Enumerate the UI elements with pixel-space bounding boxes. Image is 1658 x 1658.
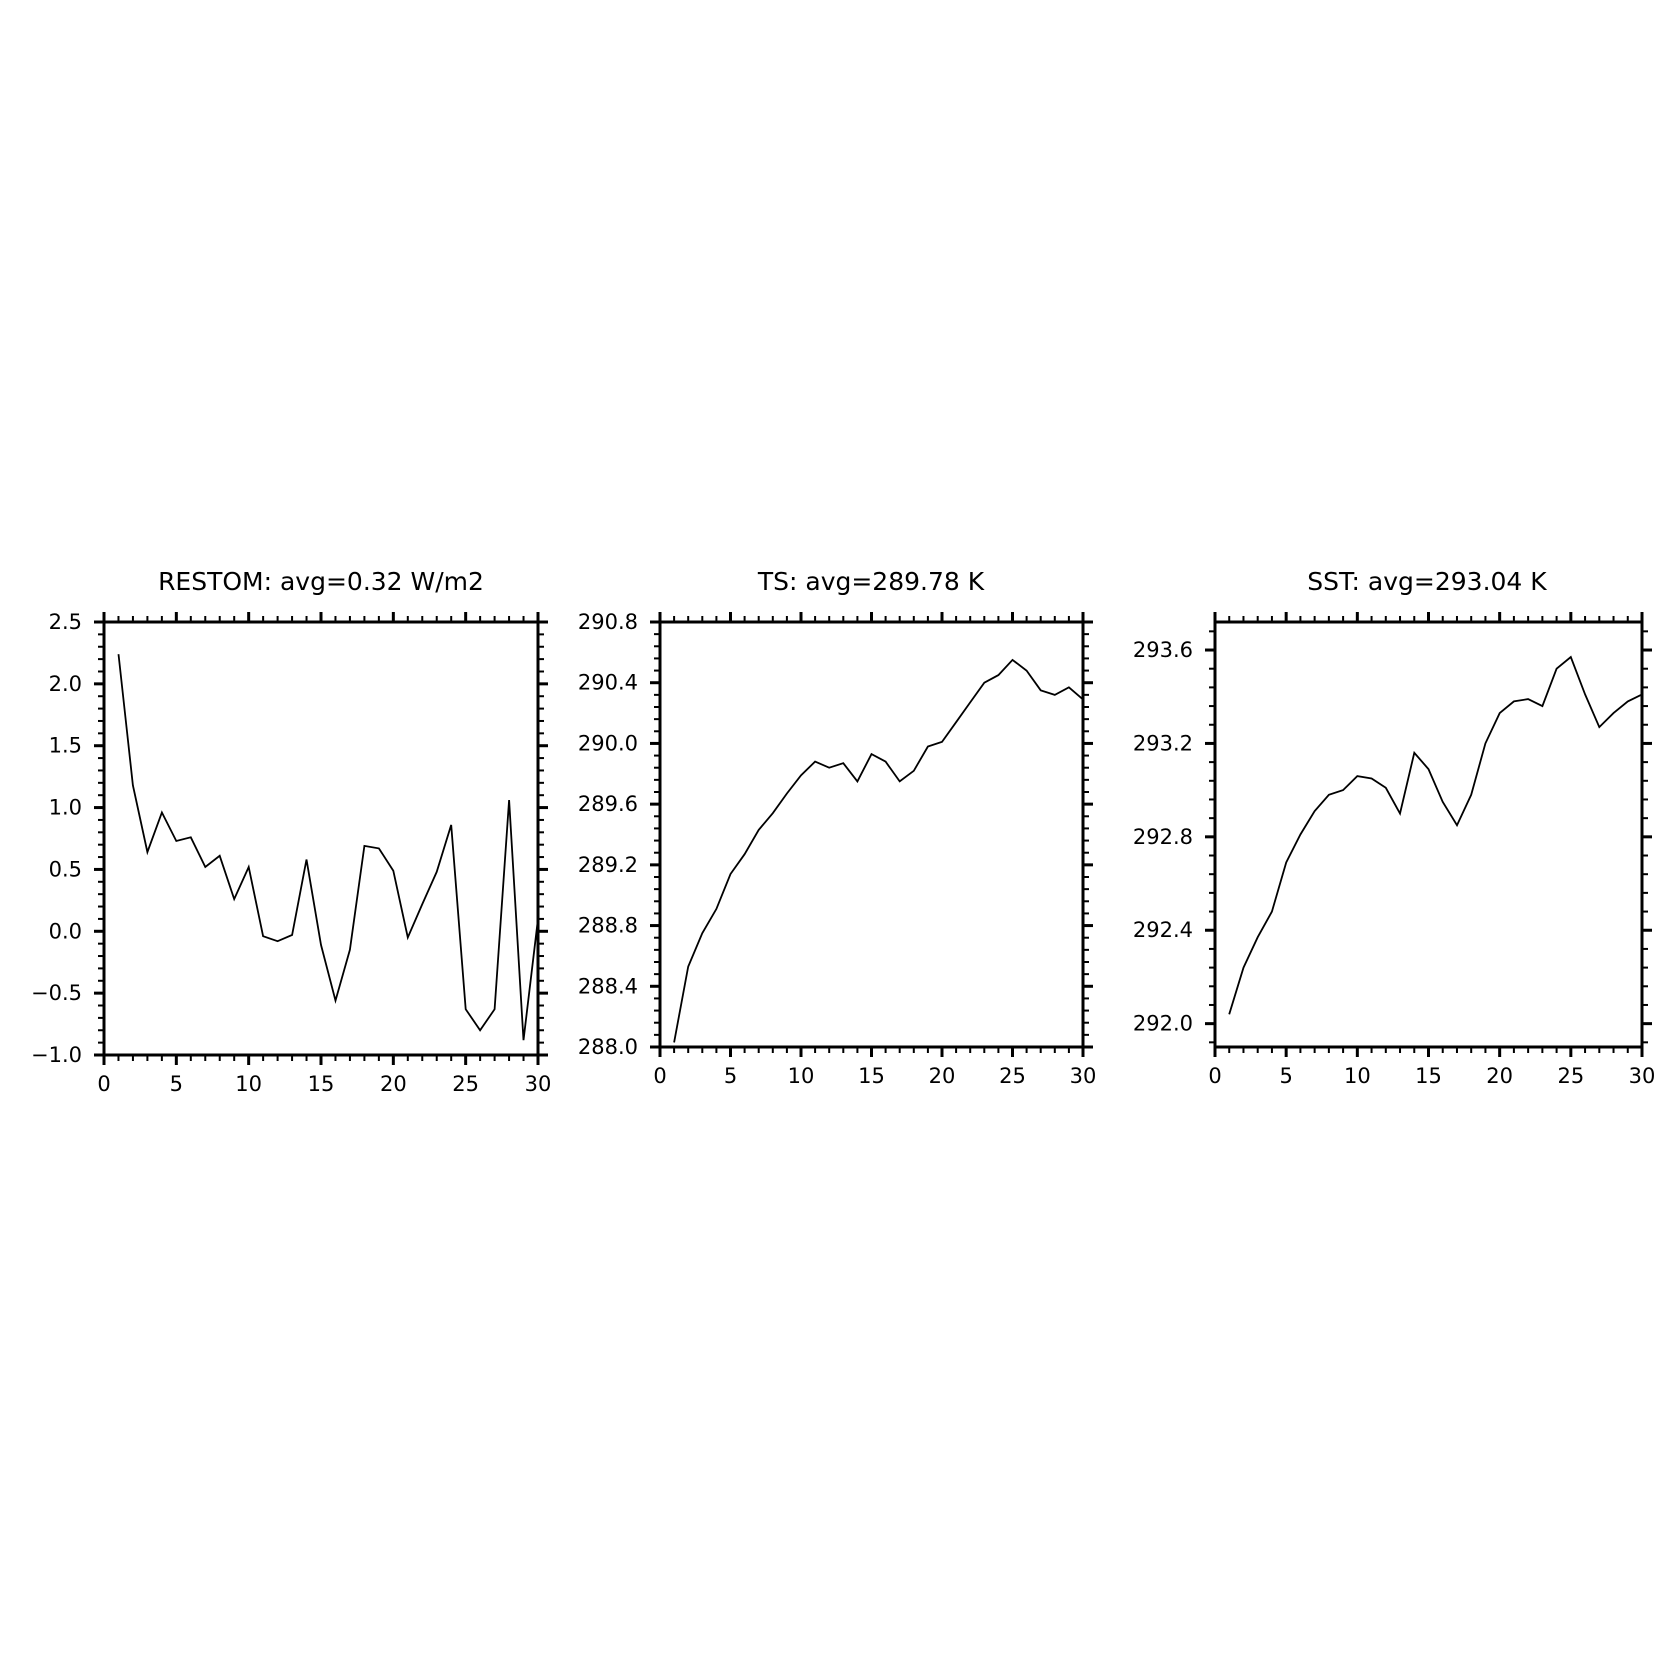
- x-tick-label: 10: [1344, 1064, 1371, 1088]
- x-tick-label: 25: [452, 1072, 479, 1096]
- x-tick-label: 15: [1415, 1064, 1442, 1088]
- x-tick-label: 5: [170, 1072, 183, 1096]
- panel-restom: RESTOM: avg=0.32 W/m2 0 5 10 15 20 25 30 2.5 2.0…: [31, 567, 551, 1096]
- panel-title: RESTOM: avg=0.32 W/m2: [158, 567, 484, 596]
- series-line: [673, 658, 1084, 1043]
- x-tick-label: 20: [1486, 1064, 1513, 1088]
- y-tick-label: −0.5: [31, 981, 82, 1005]
- y-tick-label: 0.5: [49, 857, 82, 881]
- y-tick-label: 293.6: [1133, 638, 1193, 662]
- panel-ts: TS: avg=289.78 K 0 5 10 15 20 25 30 290.8 290.4 2…: [578, 567, 1096, 1088]
- x-tick-label: 10: [788, 1064, 815, 1088]
- y-tick-label: 292.8: [1133, 825, 1193, 849]
- y-tick-label: 2.5: [49, 610, 82, 634]
- x-tick-label: 5: [724, 1064, 737, 1088]
- x-tick-label: 30: [525, 1072, 552, 1096]
- panel-title: SST: avg=293.04 K: [1307, 567, 1547, 596]
- series-line: [1228, 655, 1643, 1015]
- x-tick-label: 25: [999, 1064, 1026, 1088]
- y-tick-label: 290.8: [578, 610, 638, 634]
- x-tick-label: 0: [1208, 1064, 1221, 1088]
- x-tick-label: 20: [929, 1064, 956, 1088]
- y-tick-label: 290.0: [578, 731, 638, 755]
- y-tick-label: 293.2: [1133, 731, 1193, 755]
- y-tick-label: 288.8: [578, 914, 638, 938]
- y-tick-label: 0.0: [49, 919, 82, 943]
- x-tick-label: 10: [235, 1072, 262, 1096]
- y-tick-label: 1.5: [49, 734, 82, 758]
- x-tick-label: 15: [858, 1064, 885, 1088]
- y-tick-label: 289.2: [578, 853, 638, 877]
- panel-title: TS: avg=289.78 K: [757, 567, 985, 596]
- x-tick-label: 0: [97, 1072, 110, 1096]
- series-line: [117, 654, 539, 1041]
- y-tick-label: 292.4: [1133, 918, 1193, 942]
- y-tick-label: 292.0: [1133, 1012, 1193, 1036]
- y-tick-label: 1.0: [49, 796, 82, 820]
- y-tick-label: 290.4: [578, 671, 638, 695]
- x-tick-label: 30: [1629, 1064, 1656, 1088]
- panel-sst: SST: avg=293.04 K 0 5 10 15 20 25 30 293.6 293.2…: [1133, 567, 1655, 1088]
- x-tick-label: 5: [1279, 1064, 1292, 1088]
- y-tick-label: 288.4: [578, 974, 638, 998]
- y-tick-label: −1.0: [31, 1043, 82, 1067]
- x-tick-label: 25: [1557, 1064, 1584, 1088]
- x-tick-label: 0: [653, 1064, 666, 1088]
- x-tick-label: 20: [380, 1072, 407, 1096]
- x-tick-label: 15: [308, 1072, 335, 1096]
- y-tick-label: 289.6: [578, 792, 638, 816]
- x-tick-label: 30: [1070, 1064, 1097, 1088]
- y-tick-label: 2.0: [49, 672, 82, 696]
- y-tick-label: 288.0: [578, 1035, 638, 1059]
